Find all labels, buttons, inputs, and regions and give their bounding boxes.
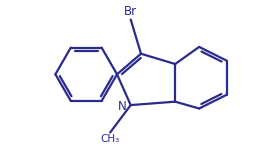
Text: Br: Br xyxy=(124,5,137,19)
Text: CH₃: CH₃ xyxy=(101,134,120,144)
Text: N: N xyxy=(118,100,127,113)
